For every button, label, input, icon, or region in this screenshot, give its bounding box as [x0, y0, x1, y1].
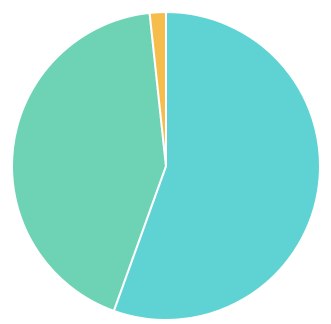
pie-slice-3 [148, 11, 167, 167]
pie-slices [11, 11, 321, 321]
pie-slice-1 [112, 11, 321, 321]
pie-slice-2 [11, 11, 167, 312]
